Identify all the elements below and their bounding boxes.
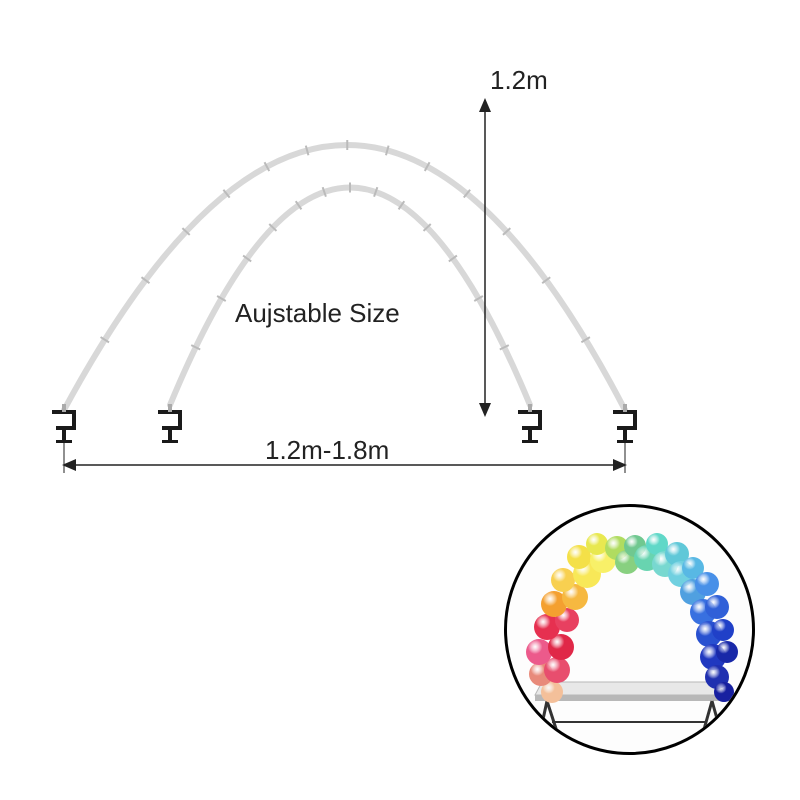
main-diagram: [0, 0, 800, 560]
inset-balloons: [526, 533, 738, 703]
inner-arch: [170, 188, 530, 406]
inset-svg: [507, 507, 752, 752]
diagram-container: Aujstable Size 1.2m 1.2m-1.8m: [0, 0, 800, 800]
height-dimension-arrow: [479, 98, 491, 417]
inset-table: [535, 682, 725, 747]
center-label: Aujstable Size: [235, 298, 400, 329]
height-label: 1.2m: [490, 65, 548, 96]
width-label: 1.2m-1.8m: [265, 435, 389, 466]
inset-preview: [504, 504, 755, 755]
